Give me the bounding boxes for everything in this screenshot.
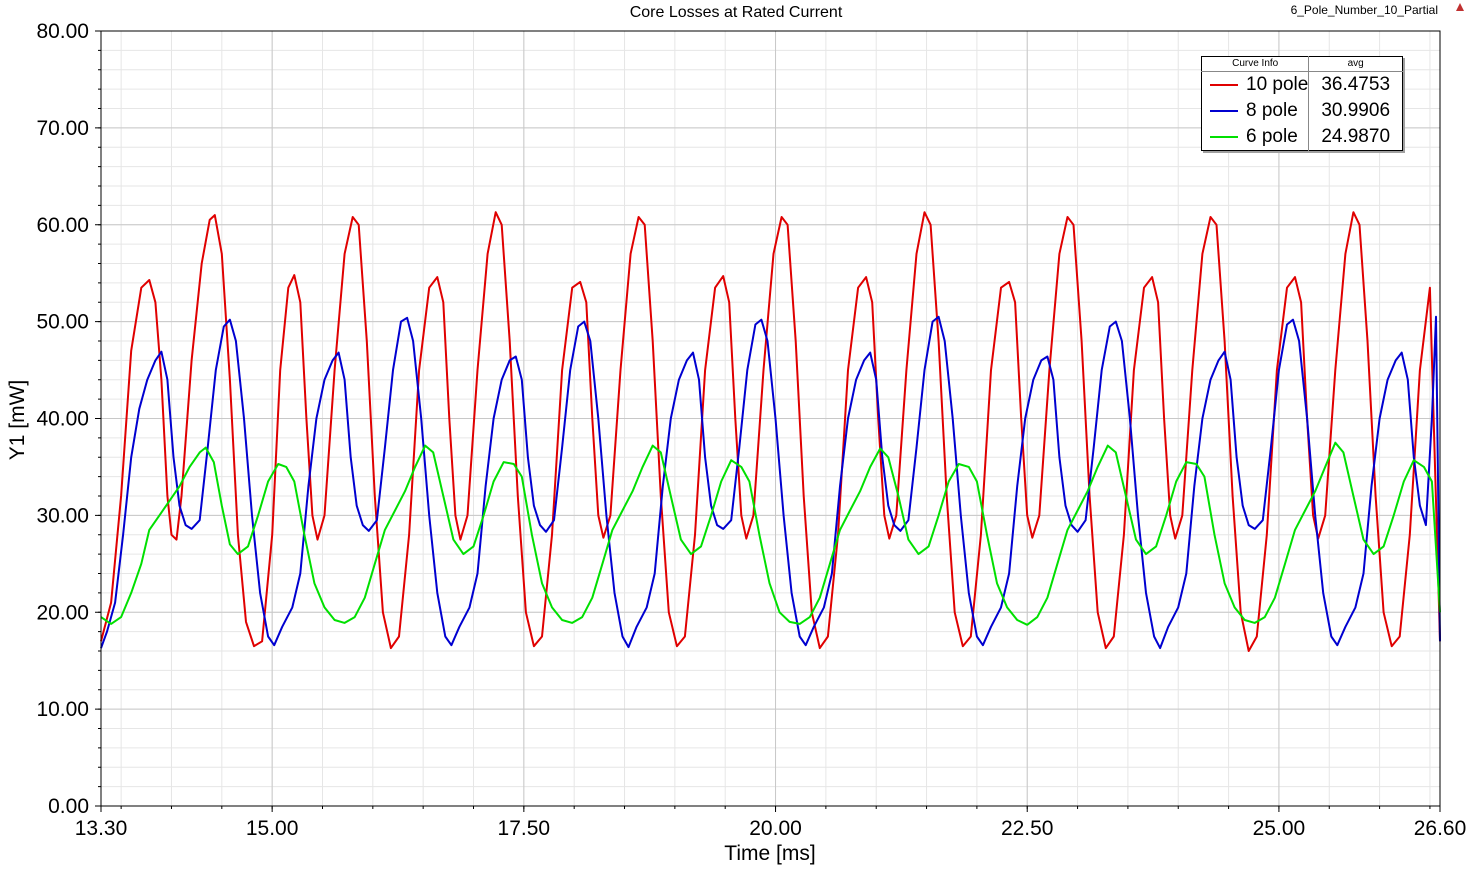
legend-avg-8-pole: 30.9906 <box>1308 98 1403 124</box>
x-axis-label: Time [ms] <box>724 842 815 865</box>
series-line-8-pole <box>100 315 1441 650</box>
legend-label-8-pole: 8 pole <box>1246 100 1298 121</box>
legend-swatch-6-pole <box>1210 135 1238 138</box>
legend-swatch-10-pole <box>1210 83 1238 86</box>
y-tick-label: 70.00 <box>36 117 89 140</box>
y-axis-label: Y1 [mW] <box>6 380 29 461</box>
x-tick-label: 13.30 <box>75 817 128 840</box>
y-tick-label: 50.00 <box>36 311 89 334</box>
legend-swatch-8-pole <box>1210 109 1238 112</box>
legend-entry: 6 pole <box>1202 124 1309 151</box>
y-tick-label: 40.00 <box>36 408 89 431</box>
series-layer <box>100 211 1441 652</box>
legend: Curve Info avg 10 pole 36.4753 8 pole 30… <box>1201 56 1403 151</box>
project-name: 6_Pole_Number_10_Partial <box>1290 3 1438 17</box>
x-tick-label: 15.00 <box>246 817 299 840</box>
series-line-6-pole <box>100 441 1441 626</box>
legend-label-6-pole: 6 pole <box>1246 126 1298 147</box>
y-tick-label: 10.00 <box>36 698 89 721</box>
x-tick-label: 22.50 <box>1001 817 1054 840</box>
legend-col-info: Curve Info <box>1201 56 1309 72</box>
y-tick-label: 0.00 <box>48 795 89 818</box>
legend-row-10-pole: 10 pole 36.4753 <box>1202 71 1403 99</box>
x-tick-label: 17.50 <box>498 817 551 840</box>
warning-triangle-icon <box>1456 3 1464 11</box>
legend-entry: 10 pole <box>1202 72 1309 99</box>
legend-label-10-pole: 10 pole <box>1246 74 1309 95</box>
legend-avg-10-pole: 36.4753 <box>1308 71 1403 98</box>
chart-title: Core Losses at Rated Current <box>630 4 843 21</box>
x-tick-label: 20.00 <box>749 817 802 840</box>
legend-row-8-pole: 8 pole 30.9906 <box>1202 98 1403 124</box>
y-tick-label: 30.00 <box>36 504 89 527</box>
legend-col-avg: avg <box>1308 56 1403 72</box>
series-line-10-pole <box>100 211 1441 652</box>
y-tick-label: 20.00 <box>36 601 89 624</box>
legend-header-row: Curve Info avg <box>1201 56 1403 72</box>
x-tick-label: 25.00 <box>1253 817 1306 840</box>
legend-entry: 8 pole <box>1202 98 1309 124</box>
y-tick-label: 60.00 <box>36 214 89 237</box>
legend-avg-6-pole: 24.9870 <box>1308 124 1403 151</box>
axis-layer: 0.00 10.00 20.00 30.00 40.00 50.00 60.00 70.00 8… <box>36 20 1466 840</box>
legend-row-6-pole: 6 pole 24.9870 <box>1202 124 1403 151</box>
y-tick-label: 80.00 <box>36 20 89 43</box>
x-tick-label: 26.60 <box>1414 817 1467 840</box>
